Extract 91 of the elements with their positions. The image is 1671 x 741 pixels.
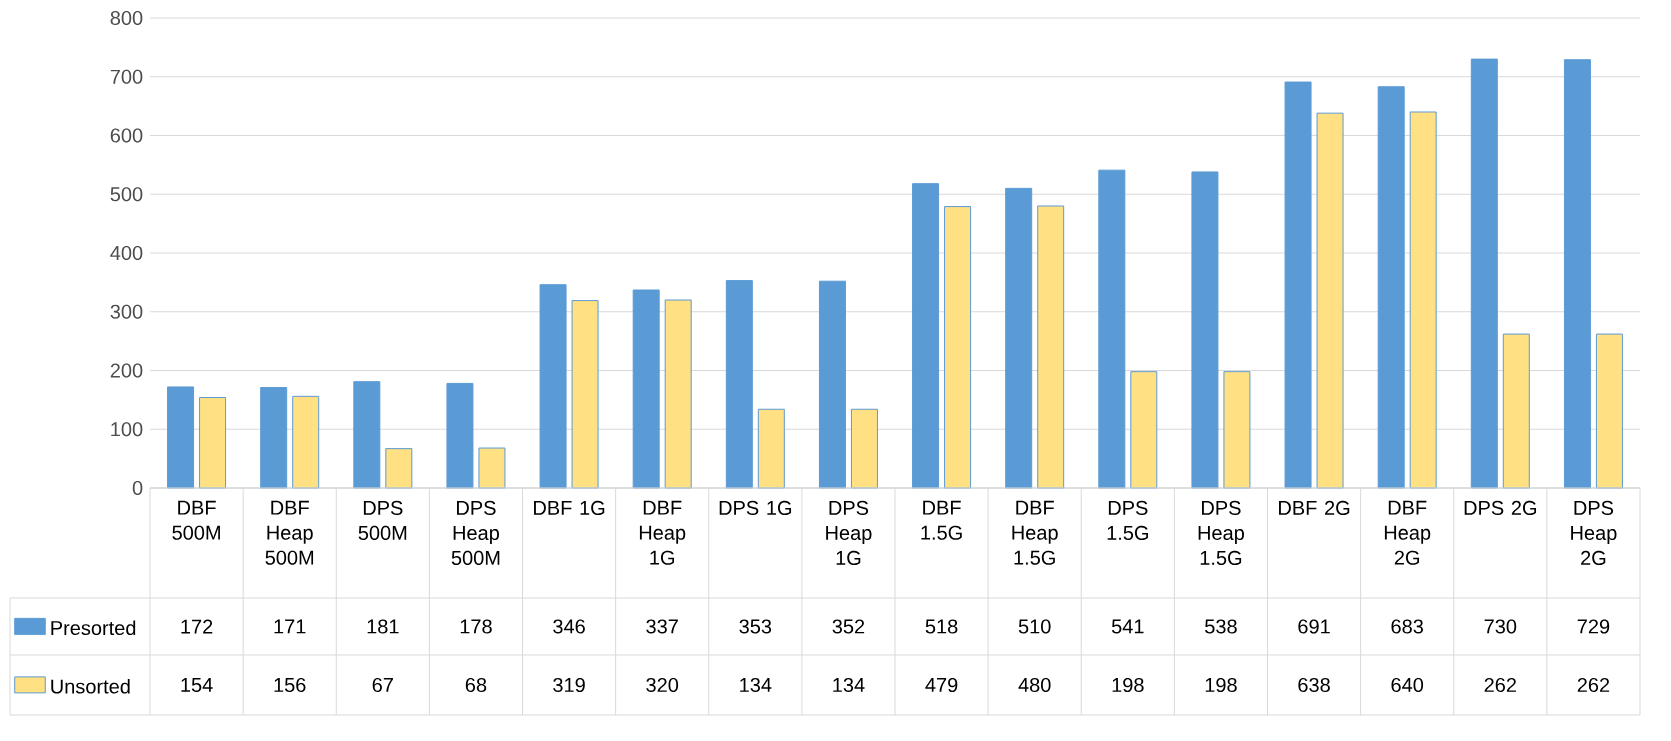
bar — [1037, 205, 1065, 489]
x-tick-label: DBF 1.5G — [921, 500, 962, 540]
data-label: 181 — [367, 619, 399, 634]
x-tick-label: DPS 1G — [719, 500, 792, 516]
bar — [260, 387, 288, 489]
bar — [850, 408, 878, 489]
x-tick-label: DBF 2G — [1279, 500, 1350, 516]
data-label: 352 — [832, 619, 865, 634]
bar — [632, 289, 660, 489]
bar — [385, 448, 413, 489]
x-tick-label: DBF Heap 1G — [639, 500, 686, 565]
data-label: 319 — [553, 677, 585, 693]
x-tick-label: DPS Heap 1G — [826, 500, 872, 566]
bar — [1316, 112, 1344, 489]
data-label: 337 — [646, 619, 678, 634]
bar — [292, 395, 320, 489]
bar — [478, 447, 506, 489]
bar — [1191, 171, 1219, 489]
bar — [818, 280, 846, 489]
bar — [1502, 333, 1530, 489]
bar — [1284, 81, 1312, 489]
bar — [1470, 58, 1498, 489]
y-tick-label: 800 — [110, 10, 143, 26]
y-tick-label: 500 — [110, 187, 143, 202]
bar — [1409, 111, 1437, 489]
bar — [944, 206, 972, 489]
bar — [1098, 169, 1126, 489]
bar — [725, 280, 753, 489]
x-tick-label: DBF 1G — [534, 500, 605, 516]
data-label: 480 — [1018, 677, 1051, 693]
y-tick-label: 0 — [132, 480, 143, 496]
x-tick-label: DPS Heap 500M — [451, 500, 500, 566]
bar — [1223, 371, 1251, 489]
data-label: 134 — [740, 677, 772, 693]
bar — [1130, 371, 1158, 489]
bar — [1595, 333, 1623, 489]
data-label: 67 — [372, 677, 393, 693]
x-tick-label: DBF Heap 2G — [1384, 500, 1431, 565]
x-tick-label: DPS 1.5G — [1107, 500, 1148, 541]
data-label: 262 — [1577, 677, 1610, 693]
data-label: 68 — [465, 677, 487, 693]
bar — [664, 299, 692, 489]
data-label: 640 — [1391, 677, 1424, 693]
data-label: 134 — [833, 677, 865, 693]
data-label: 154 — [181, 678, 213, 692]
data-label: 541 — [1111, 619, 1144, 634]
data-label: 320 — [646, 677, 679, 693]
bar — [571, 300, 599, 489]
y-tick-label: 600 — [110, 128, 143, 143]
y-tick-label: 300 — [110, 304, 143, 319]
data-label: 730 — [1484, 619, 1517, 634]
legend-label: Unsorted — [51, 678, 130, 694]
y-tick-label: 700 — [110, 69, 143, 84]
data-label: 638 — [1298, 677, 1330, 693]
data-label: 479 — [925, 677, 958, 693]
data-label: 198 — [1205, 677, 1237, 693]
x-tick-label: DBF 500M — [172, 500, 220, 540]
bar — [446, 382, 474, 489]
data-label: 729 — [1577, 619, 1610, 634]
data-label: 156 — [274, 677, 306, 693]
y-tick-label: 200 — [110, 363, 143, 378]
bar — [353, 381, 381, 489]
data-label: 683 — [1391, 619, 1423, 634]
x-tick-label: DBF Heap 1.5G — [1012, 500, 1058, 565]
data-label: 172 — [181, 619, 213, 634]
data-label: 262 — [1484, 677, 1516, 693]
bar — [1005, 187, 1033, 489]
data-label: 178 — [460, 619, 492, 634]
data-label: 538 — [1205, 619, 1237, 634]
x-tick-label: DBF Heap 500M — [265, 500, 314, 565]
legend-label: Presorted — [51, 620, 136, 636]
bar — [539, 284, 567, 489]
data-label: 171 — [274, 619, 306, 634]
x-tick-label: DPS 2G — [1464, 500, 1537, 516]
bar — [1563, 59, 1591, 489]
data-label: 198 — [1112, 677, 1144, 693]
bar — [912, 183, 940, 489]
bar — [167, 386, 195, 489]
x-tick-label: DPS Heap 1.5G — [1198, 500, 1244, 566]
y-tick-label: 100 — [111, 422, 143, 437]
data-label: 510 — [1018, 619, 1051, 634]
x-tick-label: DPS 500M — [358, 500, 407, 541]
y-tick-label: 400 — [110, 245, 143, 261]
bar — [199, 397, 227, 489]
data-label: 691 — [1298, 619, 1330, 634]
bar — [1377, 86, 1405, 489]
bar — [757, 408, 785, 489]
data-label: 346 — [553, 619, 585, 634]
x-tick-label: DPS Heap 2G — [1571, 500, 1617, 566]
data-label: 353 — [739, 619, 772, 634]
data-label: 518 — [925, 619, 958, 634]
